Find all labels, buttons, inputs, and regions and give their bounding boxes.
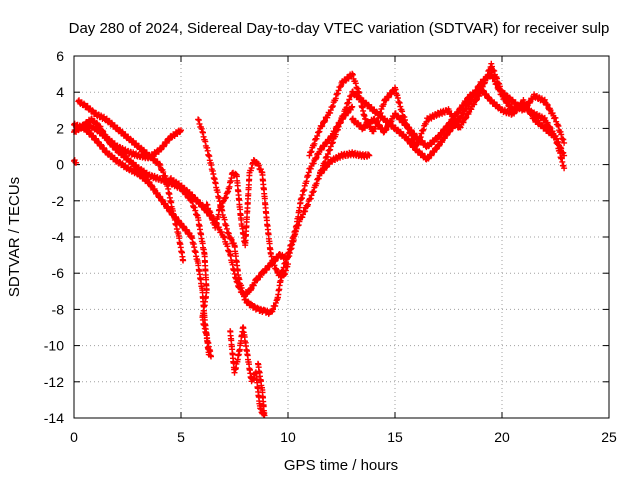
series-marker-path <box>227 324 268 419</box>
x-tick-label: 10 <box>280 429 296 445</box>
y-tick-label: 0 <box>56 157 64 173</box>
data-markers <box>71 60 568 419</box>
series-3 <box>75 97 187 264</box>
y-tick-label: -2 <box>52 193 65 209</box>
chart-title: Day 280 of 2024, Sidereal Day-to-day VTE… <box>69 20 610 37</box>
plot-frame <box>73 55 610 419</box>
series-8 <box>203 157 291 280</box>
series-marker-path <box>317 69 568 177</box>
series-marker-path <box>195 116 373 317</box>
y-tick-label: -14 <box>44 410 64 426</box>
series-11 <box>317 69 568 177</box>
axis-tick-labels: 0 5 10 15 20 25 -14 -12 -10 -8 -6 -4 -2 0 2 4 6 <box>44 48 617 445</box>
y-tick-label: -10 <box>44 338 64 354</box>
x-tick-label: 20 <box>494 429 510 445</box>
x-axis-title: GPS time / hours <box>284 457 398 474</box>
x-tick-label: 15 <box>387 429 403 445</box>
x-tick-label: 5 <box>177 429 185 445</box>
series-9 <box>227 324 268 419</box>
y-axis-title: SDTVAR / TECUs <box>6 177 23 297</box>
series-7 <box>195 116 373 317</box>
y-tick-label: 2 <box>56 120 64 136</box>
y-tick-label: -12 <box>44 374 64 390</box>
y-tick-label: -8 <box>52 301 65 317</box>
y-tick-label: 4 <box>56 84 64 100</box>
x-tick-label: 0 <box>70 429 78 445</box>
series-marker-path <box>75 97 187 264</box>
series-marker-path <box>349 84 568 159</box>
x-tick-label: 25 <box>601 429 617 445</box>
y-tick-label: -4 <box>52 229 65 245</box>
y-tick-label: -6 <box>52 265 65 281</box>
series-12 <box>349 84 568 159</box>
series-marker-path <box>203 157 291 280</box>
y-tick-label: 6 <box>56 48 64 64</box>
